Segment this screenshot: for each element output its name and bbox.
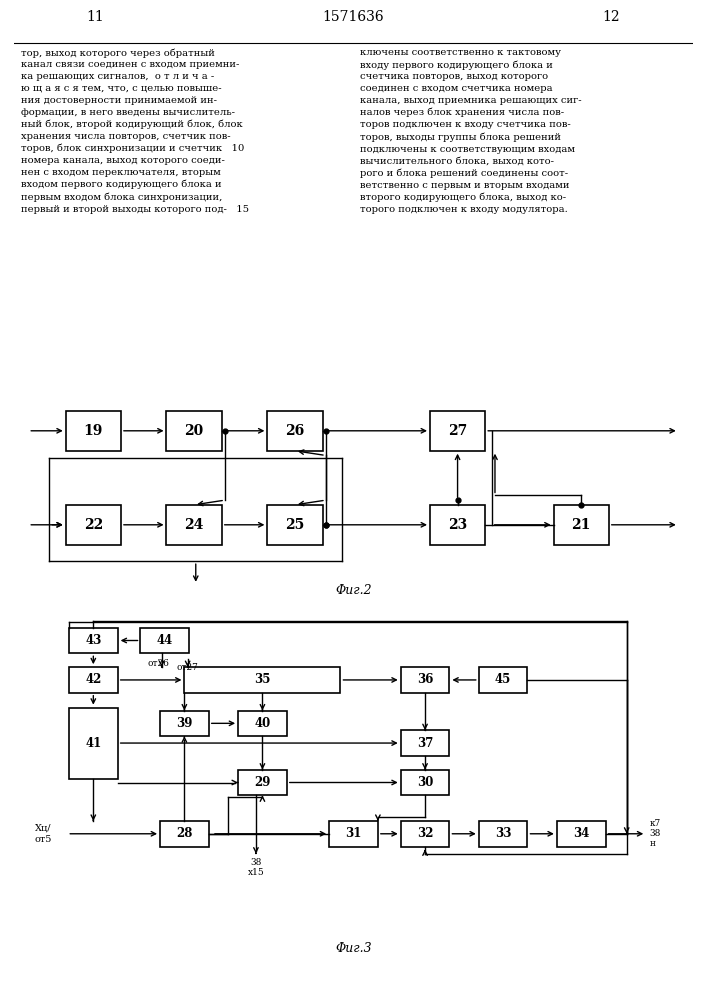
- Text: 31: 31: [345, 827, 362, 840]
- Bar: [401, 770, 450, 795]
- Text: Φиг.2: Φиг.2: [335, 584, 372, 597]
- Text: 24: 24: [185, 518, 204, 532]
- Text: 11: 11: [87, 10, 105, 24]
- Bar: [185, 667, 341, 693]
- Text: 43: 43: [85, 634, 102, 647]
- Text: х15: х15: [247, 868, 264, 877]
- Text: 26: 26: [286, 424, 305, 438]
- Text: от5: от5: [35, 835, 52, 844]
- Text: 38: 38: [650, 829, 661, 838]
- Text: 29: 29: [255, 776, 271, 789]
- Text: 25: 25: [286, 518, 305, 532]
- Text: от26: от26: [148, 659, 169, 668]
- Bar: [557, 821, 606, 847]
- Text: 32: 32: [417, 827, 433, 840]
- Bar: [167, 505, 222, 545]
- Text: 27: 27: [448, 424, 467, 438]
- Bar: [160, 711, 209, 736]
- Bar: [160, 821, 209, 847]
- Text: 20: 20: [185, 424, 204, 438]
- Text: к7: к7: [650, 819, 661, 828]
- Text: 22: 22: [83, 518, 103, 532]
- Bar: [66, 411, 121, 451]
- Text: 44: 44: [157, 634, 173, 647]
- Bar: [401, 667, 450, 693]
- Bar: [479, 821, 527, 847]
- Text: 28: 28: [176, 827, 192, 840]
- Text: 36: 36: [417, 673, 433, 686]
- Bar: [430, 411, 485, 451]
- Text: 42: 42: [85, 673, 102, 686]
- Bar: [267, 411, 322, 451]
- Bar: [479, 667, 527, 693]
- Text: ключены соответственно к тактовому
входу первого кодирующего блока и
счетчика по: ключены соответственно к тактовому входу…: [361, 48, 582, 214]
- Text: 38: 38: [250, 858, 262, 867]
- Text: 21: 21: [571, 518, 591, 532]
- Bar: [329, 821, 378, 847]
- Bar: [554, 505, 609, 545]
- Text: от27: от27: [177, 663, 199, 672]
- Bar: [69, 708, 118, 779]
- Text: 33: 33: [495, 827, 511, 840]
- Text: 34: 34: [573, 827, 590, 840]
- Text: 1571636: 1571636: [322, 10, 385, 24]
- Bar: [238, 770, 287, 795]
- Bar: [401, 730, 450, 756]
- Text: 45: 45: [495, 673, 511, 686]
- Bar: [66, 505, 121, 545]
- Text: 23: 23: [448, 518, 467, 532]
- Bar: [267, 505, 322, 545]
- Text: Φиг.3: Φиг.3: [335, 942, 372, 955]
- Bar: [401, 821, 450, 847]
- Bar: [430, 505, 485, 545]
- Text: тор, выход которого через обратный
канал связи соединен с входом приемни-
ка реш: тор, выход которого через обратный канал…: [21, 48, 249, 214]
- Bar: [238, 711, 287, 736]
- Text: 41: 41: [86, 737, 101, 750]
- Text: 19: 19: [83, 424, 103, 438]
- Text: 35: 35: [255, 673, 271, 686]
- Text: 37: 37: [417, 737, 433, 750]
- Bar: [69, 667, 118, 693]
- Bar: [141, 628, 189, 653]
- Text: 12: 12: [602, 10, 620, 24]
- Text: 40: 40: [255, 717, 271, 730]
- Text: 30: 30: [417, 776, 433, 789]
- Text: Хц/: Хц/: [35, 823, 52, 832]
- Bar: [69, 628, 118, 653]
- Text: 39: 39: [176, 717, 192, 730]
- Bar: [167, 411, 222, 451]
- Text: н: н: [650, 839, 655, 848]
